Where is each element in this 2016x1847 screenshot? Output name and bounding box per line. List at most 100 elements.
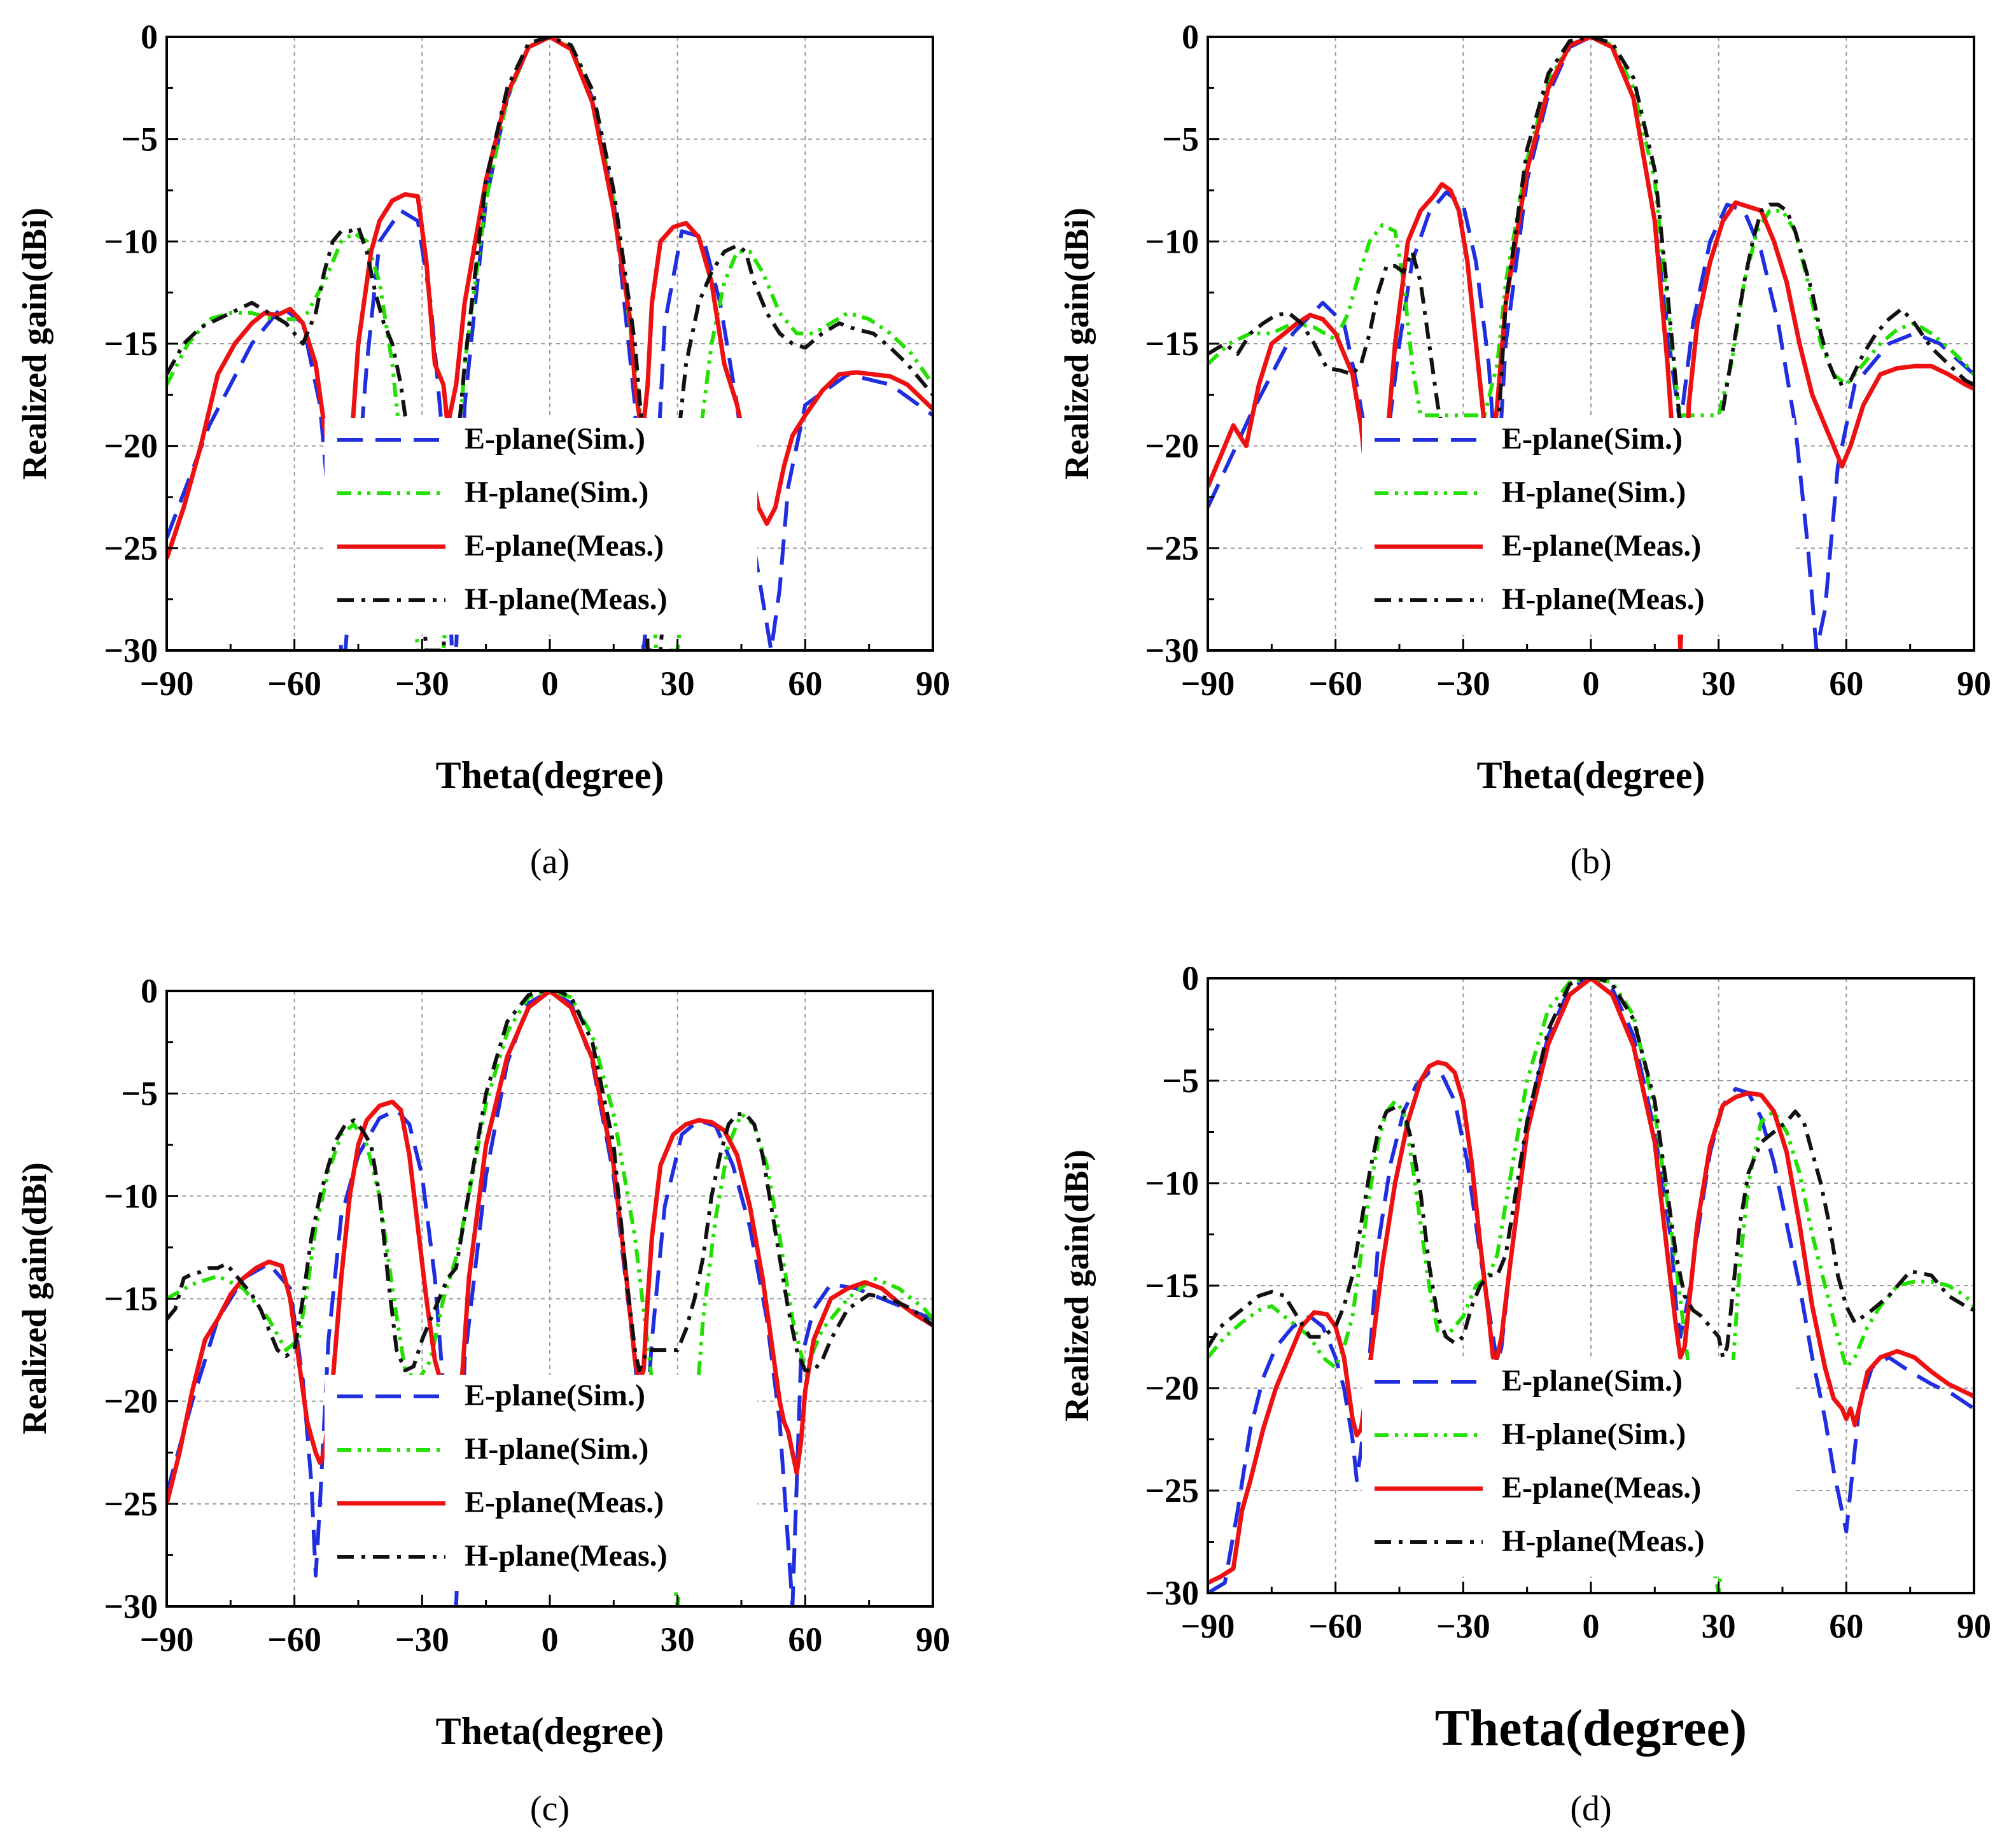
legend-label: E-plane(Sim.) xyxy=(1502,1364,1683,1398)
x-axis-title: Theta(degree) xyxy=(1477,754,1705,796)
y-tick-label: 0 xyxy=(141,972,158,1010)
y-tick-label: −20 xyxy=(104,1382,158,1421)
x-tick-label: 90 xyxy=(1957,1607,1991,1645)
y-tick-label: −5 xyxy=(121,1074,158,1113)
x-tick-label: −60 xyxy=(1308,1607,1362,1645)
series-line-e-plane-sim xyxy=(167,991,933,1606)
x-tick-label: 30 xyxy=(1702,664,1736,703)
chart-panel-d: E-plane(Sim.) H-plane(Sim.) E-plane(Meas.)… xyxy=(1058,959,1991,1829)
series-line-h-plane-sim xyxy=(1208,978,1974,1593)
series-line-e-plane-meas xyxy=(1208,37,1974,650)
x-tick-label: −90 xyxy=(1181,664,1235,703)
x-tick-label: 0 xyxy=(1583,664,1600,703)
legend-background xyxy=(1362,418,1795,635)
legend-label: E-plane(Meas.) xyxy=(465,1485,664,1519)
x-tick-label: 60 xyxy=(788,664,822,703)
legend-label: E-plane(Sim.) xyxy=(465,422,645,456)
y-tick-label: −30 xyxy=(1145,1574,1199,1612)
x-axis-title: Theta(degree) xyxy=(436,1710,664,1752)
panel-caption: (b) xyxy=(1570,842,1611,881)
x-tick-label: −30 xyxy=(395,664,449,703)
series-line-e-plane-sim xyxy=(1208,978,1974,1593)
y-tick-label: −10 xyxy=(1145,1164,1199,1202)
y-tick-label: −25 xyxy=(104,529,158,567)
legend-background xyxy=(325,1375,757,1591)
panel-caption: (c) xyxy=(530,1789,570,1829)
y-tick-label: −10 xyxy=(104,1177,158,1215)
panel-caption: (a) xyxy=(530,842,570,881)
x-tick-label: −30 xyxy=(1436,1607,1490,1645)
x-tick-label: 90 xyxy=(916,1620,950,1659)
y-tick-label: 0 xyxy=(1182,18,1199,56)
x-tick-label: −90 xyxy=(140,1620,194,1659)
x-tick-label: 0 xyxy=(542,664,559,703)
x-tick-label: −30 xyxy=(1436,664,1490,703)
series-line-e-plane-meas xyxy=(167,991,933,1505)
y-tick-label: −20 xyxy=(1145,427,1199,465)
chart-panel-b: E-plane(Sim.) H-plane(Sim.) E-plane(Meas.)… xyxy=(1058,18,1991,881)
legend-label: H-plane(Meas.) xyxy=(465,1539,668,1573)
x-tick-label: 90 xyxy=(1957,664,1991,703)
legend-label: H-plane(Meas.) xyxy=(1502,582,1705,616)
x-tick-label: 30 xyxy=(661,1620,695,1659)
legend-label: H-plane(Sim.) xyxy=(1502,475,1686,509)
chart-panel-a: E-plane(Sim.) H-plane(Sim.) E-plane(Meas.)… xyxy=(15,18,950,881)
y-tick-label: −15 xyxy=(104,1280,158,1318)
y-tick-label: −20 xyxy=(1145,1369,1199,1407)
x-tick-label: 90 xyxy=(916,664,950,703)
x-tick-label: 0 xyxy=(1583,1607,1600,1645)
y-tick-label: −10 xyxy=(104,222,158,260)
x-tick-label: 60 xyxy=(788,1620,822,1659)
legend: E-plane(Sim.) H-plane(Sim.) E-plane(Meas.)… xyxy=(325,1375,757,1591)
x-tick-label: −90 xyxy=(140,664,194,703)
y-tick-label: −30 xyxy=(104,631,158,670)
x-tick-label: −60 xyxy=(1308,664,1362,703)
y-tick-label: −5 xyxy=(1162,1062,1199,1100)
legend-label: H-plane(Meas.) xyxy=(1502,1524,1705,1558)
y-tick-label: −25 xyxy=(1145,529,1199,567)
legend-label: E-plane(Meas.) xyxy=(465,529,664,563)
legend-label: E-plane(Sim.) xyxy=(465,1379,645,1412)
x-axis-title: Theta(degree) xyxy=(436,754,664,796)
y-tick-label: −20 xyxy=(104,427,158,465)
y-tick-label: −15 xyxy=(1145,1267,1199,1305)
legend-label: H-plane(Meas.) xyxy=(465,582,668,616)
x-tick-label: 30 xyxy=(661,664,695,703)
legend: E-plane(Sim.) H-plane(Sim.) E-plane(Meas.)… xyxy=(325,418,757,635)
y-axis-title: Realized gain(dBi) xyxy=(1058,207,1096,480)
chart-panel-c: E-plane(Sim.) H-plane(Sim.) E-plane(Meas.)… xyxy=(15,972,950,1829)
panel-caption: (d) xyxy=(1570,1789,1611,1829)
series-line-e-plane-meas xyxy=(1208,978,1974,1585)
x-tick-label: 0 xyxy=(542,1620,559,1659)
x-tick-label: 30 xyxy=(1702,1607,1736,1645)
y-tick-label: −25 xyxy=(104,1485,158,1523)
y-tick-label: −30 xyxy=(104,1587,158,1626)
legend: E-plane(Sim.) H-plane(Sim.) E-plane(Meas.)… xyxy=(1362,1360,1795,1577)
series-line-h-plane-meas xyxy=(167,991,933,1373)
y-tick-label: −5 xyxy=(121,120,158,158)
legend-background xyxy=(325,418,757,635)
y-axis-title: Realized gain(dBi) xyxy=(15,207,53,480)
y-tick-label: −25 xyxy=(1145,1471,1199,1510)
x-tick-label: 60 xyxy=(1829,664,1863,703)
y-axis-title: Realized gain(dBi) xyxy=(1058,1149,1096,1422)
y-tick-label: −5 xyxy=(1162,120,1199,158)
y-axis-title: Realized gain(dBi) xyxy=(15,1162,53,1435)
legend-label: E-plane(Meas.) xyxy=(1502,1471,1701,1505)
legend-label: H-plane(Sim.) xyxy=(1502,1417,1686,1451)
x-tick-label: −60 xyxy=(267,664,321,703)
x-tick-label: −60 xyxy=(267,1620,321,1659)
series-line-h-plane-sim xyxy=(167,991,933,1606)
series-line-e-plane-meas xyxy=(167,37,933,559)
y-tick-label: −30 xyxy=(1145,631,1199,670)
y-tick-label: 0 xyxy=(141,18,158,56)
legend: E-plane(Sim.) H-plane(Sim.) E-plane(Meas.)… xyxy=(1362,418,1795,635)
y-tick-label: −15 xyxy=(104,325,158,363)
legend-background xyxy=(1362,1360,1795,1577)
legend-label: E-plane(Sim.) xyxy=(1502,422,1683,456)
x-tick-label: 60 xyxy=(1829,1607,1863,1645)
x-axis-title: Theta(degree) xyxy=(1435,1699,1747,1757)
series-line-h-plane-meas xyxy=(1208,37,1974,468)
legend-label: E-plane(Meas.) xyxy=(1502,529,1701,563)
